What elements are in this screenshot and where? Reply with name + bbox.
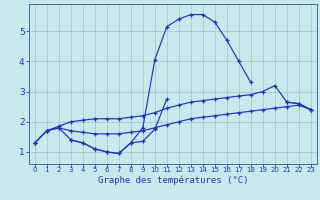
X-axis label: Graphe des températures (°C): Graphe des températures (°C) bbox=[98, 176, 248, 185]
